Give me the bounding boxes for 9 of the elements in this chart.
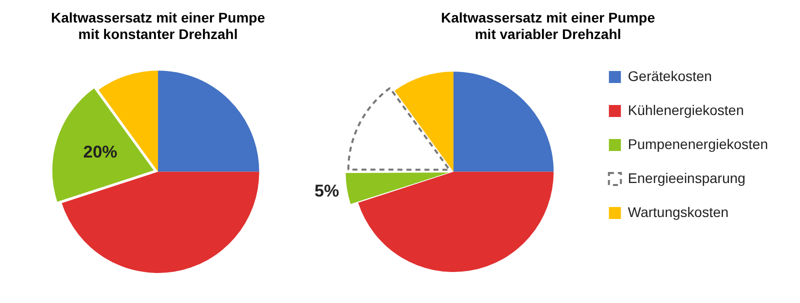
legend-label: Pumpenenergiekosten: [628, 136, 768, 152]
chart-title: Kaltwassersatz mit einer Pumpe mit konstanter Drehzahl: [51, 9, 266, 42]
legend-label: Kühlenergiekosten: [628, 102, 744, 118]
data-label: 5%: [314, 182, 340, 201]
data-label: 20%: [83, 142, 118, 162]
legend-label: Energieeinsparung: [628, 170, 746, 186]
legend-label: Gerätekosten: [628, 68, 712, 84]
chart-title: Kaltwassersatz mit einer Pumpe mit variabler Drehzahl: [441, 9, 656, 42]
legend-label: Wartungskosten: [628, 204, 729, 220]
